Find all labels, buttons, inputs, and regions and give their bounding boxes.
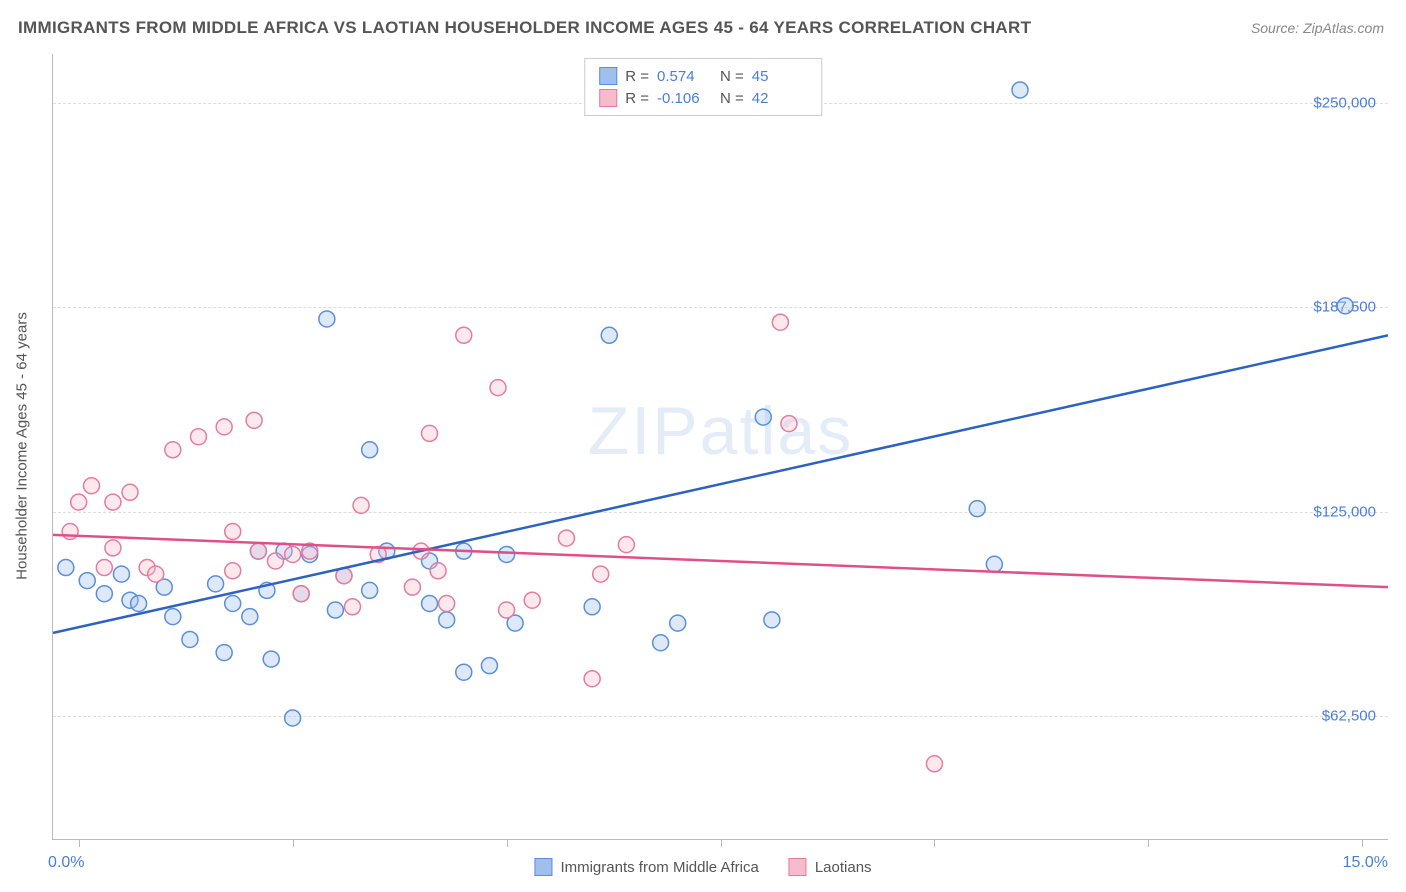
data-point bbox=[216, 419, 232, 435]
data-point bbox=[422, 596, 438, 612]
data-point bbox=[148, 566, 164, 582]
data-point bbox=[1012, 82, 1028, 98]
legend-row-series-2: R = -0.106 N = 42 bbox=[599, 87, 807, 109]
data-point bbox=[353, 497, 369, 513]
data-point bbox=[404, 579, 420, 595]
chart-title: IMMIGRANTS FROM MIDDLE AFRICA VS LAOTIAN… bbox=[18, 18, 1031, 38]
legend-r-value: 0.574 bbox=[657, 68, 712, 85]
data-point bbox=[242, 609, 258, 625]
data-point bbox=[327, 602, 343, 618]
data-point bbox=[246, 412, 262, 428]
data-point bbox=[165, 442, 181, 458]
data-point bbox=[524, 592, 540, 608]
data-point bbox=[293, 586, 309, 602]
data-point bbox=[601, 327, 617, 343]
swatch-icon bbox=[599, 67, 617, 85]
legend-n-label: N = bbox=[720, 68, 744, 85]
data-point bbox=[105, 494, 121, 510]
data-point bbox=[764, 612, 780, 628]
swatch-icon bbox=[599, 89, 617, 107]
data-point bbox=[268, 553, 284, 569]
x-max-label: 15.0% bbox=[1343, 854, 1388, 872]
data-point bbox=[225, 596, 241, 612]
correlation-legend: R = 0.574 N = 45 R = -0.106 N = 42 bbox=[584, 58, 822, 116]
data-point bbox=[362, 582, 378, 598]
data-point bbox=[969, 501, 985, 517]
series-legend: Immigrants from Middle Africa Laotians bbox=[534, 858, 871, 876]
data-point bbox=[113, 566, 129, 582]
data-point bbox=[499, 546, 515, 562]
data-point bbox=[362, 442, 378, 458]
data-point bbox=[490, 380, 506, 396]
data-point bbox=[208, 576, 224, 592]
data-point bbox=[96, 560, 112, 576]
data-point bbox=[122, 484, 138, 500]
data-point bbox=[216, 645, 232, 661]
legend-r-value: -0.106 bbox=[657, 90, 712, 107]
data-point bbox=[422, 425, 438, 441]
data-point bbox=[772, 314, 788, 330]
data-point bbox=[456, 664, 472, 680]
legend-item-series-2: Laotians bbox=[789, 858, 872, 876]
data-point bbox=[439, 596, 455, 612]
source-attribution: Source: ZipAtlas.com bbox=[1251, 20, 1384, 36]
data-point bbox=[499, 602, 515, 618]
data-point bbox=[319, 311, 335, 327]
legend-series-name: Immigrants from Middle Africa bbox=[560, 859, 758, 876]
legend-series-name: Laotians bbox=[815, 859, 872, 876]
data-point bbox=[285, 710, 301, 726]
data-point bbox=[182, 631, 198, 647]
scatter-plot-svg bbox=[53, 54, 1388, 839]
data-point bbox=[584, 599, 600, 615]
data-point bbox=[755, 409, 771, 425]
swatch-icon bbox=[534, 858, 552, 876]
chart-container: IMMIGRANTS FROM MIDDLE AFRICA VS LAOTIAN… bbox=[0, 0, 1406, 892]
data-point bbox=[225, 563, 241, 579]
data-point bbox=[165, 609, 181, 625]
data-point bbox=[439, 612, 455, 628]
data-point bbox=[131, 596, 147, 612]
data-point bbox=[58, 560, 74, 576]
data-point bbox=[670, 615, 686, 631]
data-point bbox=[84, 478, 100, 494]
data-point bbox=[263, 651, 279, 667]
plot-area: ZIPatlas $62,500$125,000$187,500$250,000 bbox=[52, 54, 1388, 840]
data-point bbox=[190, 429, 206, 445]
data-point bbox=[986, 556, 1002, 572]
legend-r-label: R = bbox=[625, 68, 649, 85]
data-point bbox=[345, 599, 361, 615]
data-point bbox=[1337, 298, 1353, 314]
data-point bbox=[456, 327, 472, 343]
legend-r-label: R = bbox=[625, 90, 649, 107]
data-point bbox=[62, 524, 78, 540]
data-point bbox=[105, 540, 121, 556]
data-point bbox=[225, 524, 241, 540]
data-point bbox=[926, 756, 942, 772]
swatch-icon bbox=[789, 858, 807, 876]
data-point bbox=[618, 537, 634, 553]
data-point bbox=[481, 658, 497, 674]
data-point bbox=[430, 563, 446, 579]
legend-item-series-1: Immigrants from Middle Africa bbox=[534, 858, 758, 876]
data-point bbox=[250, 543, 266, 559]
data-point bbox=[558, 530, 574, 546]
data-point bbox=[96, 586, 112, 602]
data-point bbox=[593, 566, 609, 582]
data-point bbox=[79, 573, 95, 589]
data-point bbox=[584, 671, 600, 687]
data-point bbox=[781, 416, 797, 432]
trend-line bbox=[53, 335, 1388, 633]
x-min-label: 0.0% bbox=[48, 854, 84, 872]
data-point bbox=[285, 546, 301, 562]
legend-row-series-1: R = 0.574 N = 45 bbox=[599, 65, 807, 87]
data-point bbox=[71, 494, 87, 510]
legend-n-value: 42 bbox=[752, 90, 807, 107]
legend-n-value: 45 bbox=[752, 68, 807, 85]
trend-line bbox=[53, 535, 1388, 587]
y-axis-label: Householder Income Ages 45 - 64 years bbox=[14, 312, 31, 580]
legend-n-label: N = bbox=[720, 90, 744, 107]
data-point bbox=[653, 635, 669, 651]
